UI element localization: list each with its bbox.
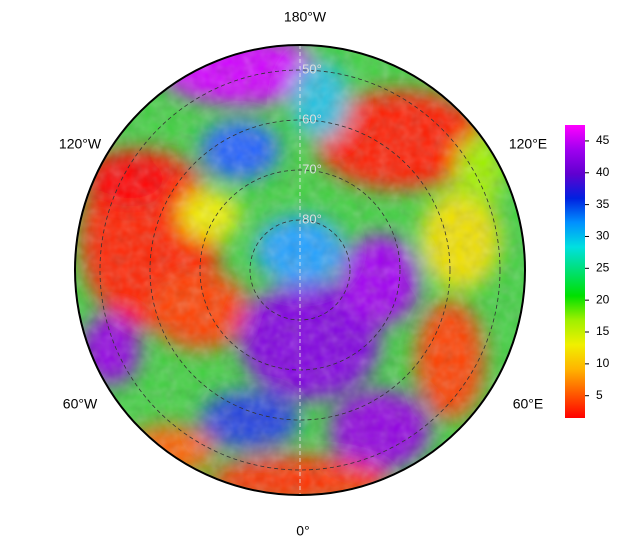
colorbar-tick-label: 20 bbox=[596, 292, 610, 306]
longitude-labels: 180°W 120°W 120°E 60°W 60°E 0° bbox=[59, 9, 547, 539]
lon-label: 180°W bbox=[284, 9, 327, 25]
latitude-circle bbox=[249, 219, 351, 321]
lon-label: 0° bbox=[296, 523, 309, 539]
lon-label: 120°W bbox=[59, 136, 102, 152]
map-border bbox=[74, 44, 526, 496]
colorbar-tick-label: 40 bbox=[596, 165, 610, 179]
colorbar-tick-label: 45 bbox=[596, 133, 610, 147]
colorbar-tick-label: 5 bbox=[596, 388, 603, 402]
lat-label: 60° bbox=[302, 111, 322, 126]
latitude-circle bbox=[199, 169, 401, 371]
latitude-circle bbox=[99, 69, 501, 471]
lon-label: 60°W bbox=[63, 396, 98, 412]
graticule bbox=[99, 45, 501, 495]
lon-label: 60°E bbox=[513, 396, 544, 412]
colorbar-tick-label: 10 bbox=[596, 356, 610, 370]
lat-label: 80° bbox=[302, 211, 322, 226]
lat-label: 50° bbox=[302, 61, 322, 76]
latitude-circle bbox=[149, 119, 451, 421]
lat-label: 70° bbox=[302, 161, 322, 176]
lon-label: 120°E bbox=[509, 136, 547, 152]
colorbar-tick-label: 25 bbox=[596, 260, 610, 274]
colorbar-tick-label: 35 bbox=[596, 197, 610, 211]
colorbar-tick-label: 30 bbox=[596, 229, 610, 243]
colorbar-tick-label: 15 bbox=[596, 324, 610, 338]
colorbar bbox=[565, 125, 585, 418]
